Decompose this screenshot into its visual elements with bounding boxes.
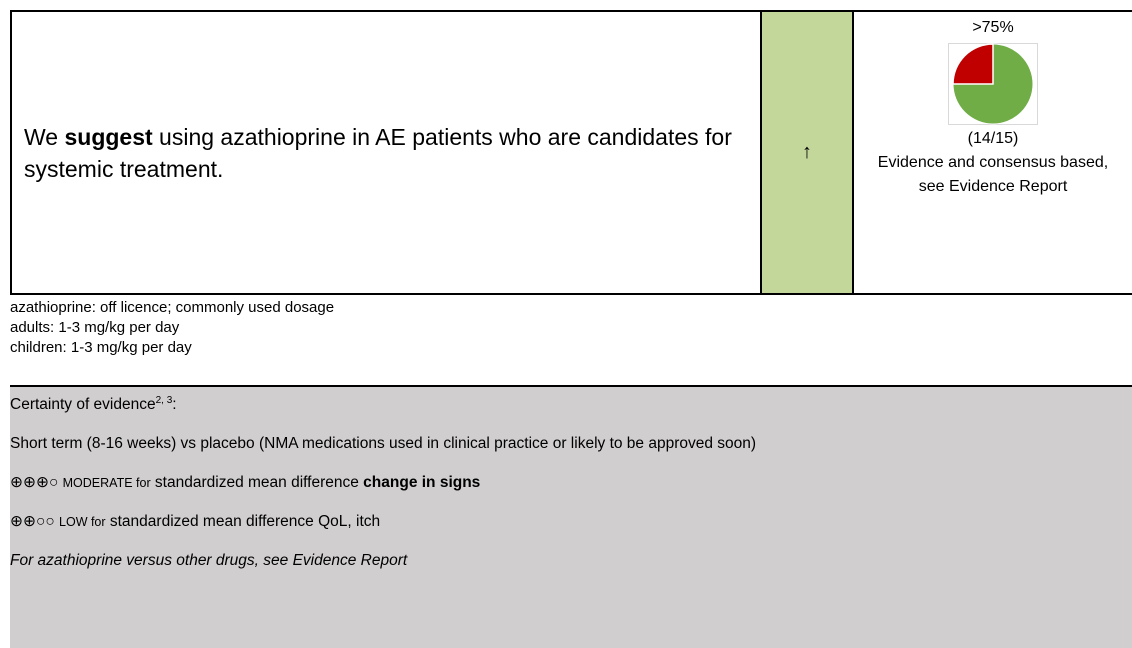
- consensus-votes: (14/15): [967, 130, 1019, 147]
- rating: MODERATE for: [62, 476, 151, 491]
- bold-text: suggest: [64, 123, 153, 150]
- note: adults: 1-3 mg/kg per day: [10, 319, 180, 336]
- text: We: [24, 123, 65, 150]
- text: standardized mean difference: [150, 474, 364, 492]
- comparison: Short term (8-16 weeks) vs placebo (NMA …: [10, 435, 757, 453]
- recommendation-table: We suggest using azathioprine in AE pati…: [10, 10, 1132, 295]
- pie-red: [952, 43, 994, 85]
- recommendation-text: We suggest using azathioprine in AE pati…: [24, 121, 748, 185]
- symbols: ⊕⊕○○: [10, 513, 55, 531]
- rating: LOW for: [59, 515, 106, 530]
- note: azathioprine: off licence; commonly used…: [10, 299, 335, 316]
- notes: azathioprine: off licence; commonly used…: [10, 298, 334, 358]
- consensus-percent: >75%: [972, 19, 1014, 36]
- certainty-heading: Certainty of evidence2, 3:: [10, 391, 1132, 415]
- superscript: 2, 3: [155, 395, 173, 406]
- note: children: 1-3 mg/kg per day: [10, 339, 192, 356]
- consensus-cell: >75% (14/15) Evidence and consensus base…: [854, 12, 1132, 293]
- text: Certainty of evidence: [10, 396, 156, 414]
- bold-text: change in signs: [363, 474, 481, 492]
- consensus-basis: Evidence and consensus based, see Eviden…: [877, 154, 1109, 195]
- text: standardized mean difference QoL, itch: [105, 513, 381, 531]
- recommendation-cell: We suggest using azathioprine in AE pati…: [12, 12, 760, 293]
- footnote: For azathioprine versus other drugs, see…: [10, 552, 408, 570]
- certainty-box: Certainty of evidence2, 3: Short term (8…: [10, 385, 1132, 648]
- outcome: ⊕⊕○○ LOW for standardized mean differenc…: [10, 512, 1132, 532]
- strength-cell: ↑: [760, 12, 854, 293]
- consensus-pie: [948, 43, 1038, 125]
- symbols: ⊕⊕⊕○: [10, 474, 59, 492]
- text: :: [172, 396, 177, 414]
- outcome: ⊕⊕⊕○ MODERATE for standardized mean diff…: [10, 473, 1132, 493]
- text: using azathioprine in AE patients who ar…: [24, 123, 732, 182]
- strength-arrow: ↑: [802, 141, 812, 163]
